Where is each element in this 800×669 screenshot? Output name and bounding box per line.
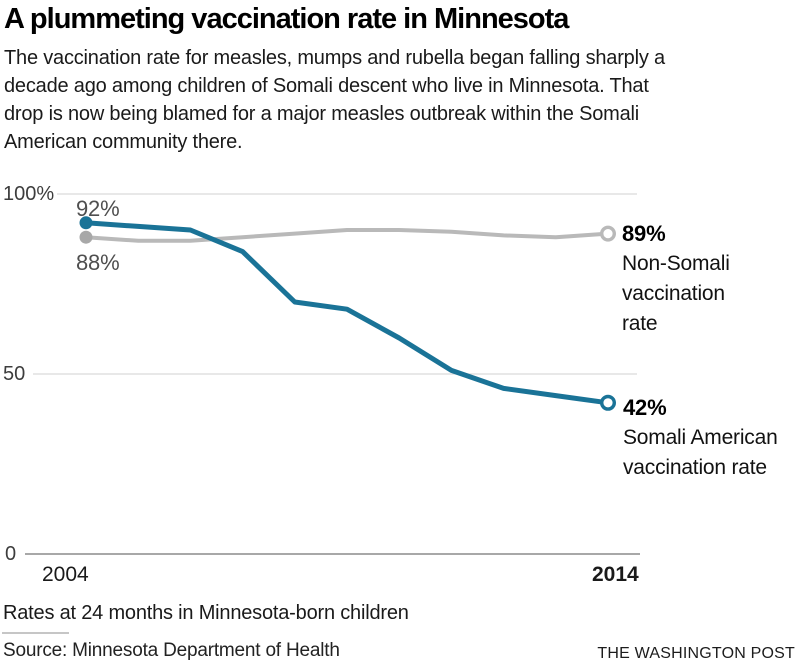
footer-divider bbox=[2, 632, 69, 634]
somali-end-value-label: 42% bbox=[623, 395, 667, 420]
subtitle-line: The vaccination rate for measles, mumps … bbox=[4, 47, 665, 69]
nonsomali-series-label-line: Non-Somali bbox=[622, 252, 730, 275]
x-axis-tick-2014: 2014 bbox=[592, 563, 639, 586]
nonsomali-end-annotation: 89% Non-Somali vaccination rate bbox=[622, 219, 730, 339]
page-title: A plummeting vaccination rate in Minneso… bbox=[4, 3, 569, 35]
nonsomali-series-label-line: vaccination bbox=[622, 282, 725, 305]
line-chart-plot-area bbox=[25, 193, 640, 555]
series-line-non-somali-vaccination-rate bbox=[84, 228, 610, 243]
nonsomali-end-value-label: 89% bbox=[622, 221, 666, 246]
subtitle-line: American community there. bbox=[4, 131, 243, 153]
series-line-somali-american-vaccination-rate bbox=[83, 220, 611, 406]
y-axis-tick-50: 50 bbox=[3, 363, 26, 385]
nonsomali-start-value-label: 88% bbox=[76, 250, 120, 275]
x-axis-tick-2004: 2004 bbox=[42, 563, 89, 586]
subtitle-line: decade ago among children of Somali desc… bbox=[4, 75, 649, 97]
somali-start-value-label: 92% bbox=[76, 196, 120, 221]
y-axis-tick-100: 100% bbox=[3, 183, 55, 205]
somali-end-annotation: 42% Somali American vaccination rate bbox=[623, 393, 778, 483]
y-axis-tick-0: 0 bbox=[5, 543, 17, 565]
end-circle-somali-american-vaccination-rate bbox=[600, 394, 617, 411]
somali-series-label-line: Somali American bbox=[623, 426, 778, 449]
publisher-credit: THE WASHINGTON POST bbox=[597, 645, 795, 662]
chart-subtitle: The vaccination rate for measles, mumps … bbox=[4, 44, 784, 156]
somali-series-label-line: vaccination rate bbox=[623, 456, 767, 479]
start-dot-somali-american-vaccination-rate bbox=[79, 216, 93, 230]
end-circle-non-somali-vaccination-rate bbox=[600, 225, 617, 242]
start-dot-non-somali-vaccination-rate bbox=[79, 230, 93, 244]
source-credit: Source: Minnesota Department of Health bbox=[3, 640, 340, 661]
subtitle-line: drop is now being blamed for a major mea… bbox=[4, 103, 640, 125]
chart-note: Rates at 24 months in Minnesota-born chi… bbox=[3, 602, 409, 624]
nonsomali-series-label-line: rate bbox=[622, 312, 658, 335]
